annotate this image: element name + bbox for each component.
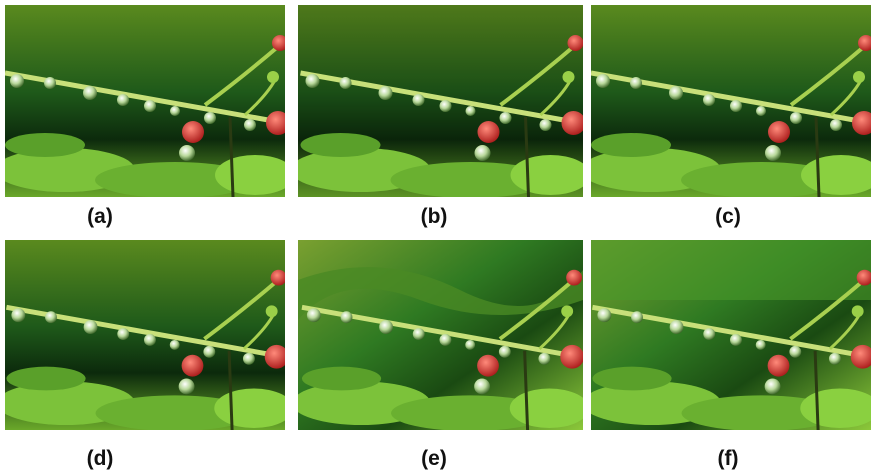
panel-c	[581, 5, 872, 198]
panel-a	[0, 5, 295, 198]
panel-label: (e)	[421, 447, 447, 470]
panel-label: (a)	[87, 205, 113, 228]
panel-label: (d)	[87, 447, 114, 470]
panel-label: (f)	[718, 447, 739, 470]
panel-label: (c)	[715, 205, 741, 228]
figure: (a) (b) (c) (d) (e) (f)	[0, 0, 872, 476]
panel-label: (b)	[421, 205, 448, 228]
panel-e	[292, 240, 589, 431]
panel-f	[583, 240, 872, 431]
panel-d	[0, 240, 293, 431]
panel-b	[291, 5, 591, 198]
